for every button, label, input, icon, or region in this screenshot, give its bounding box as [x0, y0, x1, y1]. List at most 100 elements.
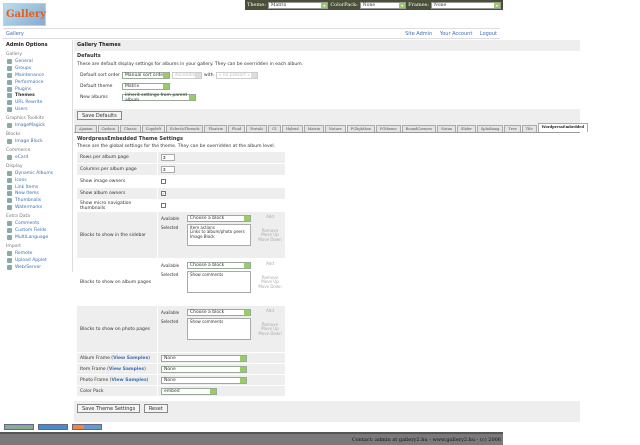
- image-owners-checkbox[interactable]: [161, 179, 166, 184]
- album-owners-checkbox[interactable]: ✓: [161, 191, 166, 196]
- cols-input[interactable]: [161, 166, 175, 173]
- view-samples-link[interactable]: View Samples: [113, 355, 149, 361]
- sidebar-item-maintenance[interactable]: Maintenance: [7, 72, 72, 79]
- tab-eclecticthreads[interactable]: EclecticThreads: [166, 125, 204, 132]
- sidebar-item-dynamic-albums[interactable]: Dynamic Albums: [7, 170, 72, 177]
- rows-input[interactable]: [161, 154, 175, 161]
- save-defaults-button[interactable]: Save Defaults: [77, 111, 122, 120]
- sidebar-item-image-block[interactable]: Image Block: [7, 138, 72, 145]
- presort-select[interactable]: « no presort »: [215, 72, 258, 79]
- save-theme-settings-button[interactable]: Save Theme Settings: [77, 404, 141, 413]
- sidebar-item-comments[interactable]: Comments: [7, 220, 72, 227]
- item-frame-select[interactable]: None: [161, 365, 247, 373]
- view-samples-link[interactable]: View Samples: [108, 366, 145, 372]
- photo-frame-value: None: [164, 377, 176, 383]
- theme-select[interactable]: Matrix ▾: [267, 1, 329, 9]
- your-account-link[interactable]: Your Account: [439, 30, 473, 37]
- tab-tree[interactable]: Tree: [504, 125, 521, 132]
- sidebar-item-performance[interactable]: Performance: [7, 79, 72, 86]
- sidebar-item-web-server[interactable]: Web/Server: [7, 264, 72, 271]
- list-item[interactable]: Item actions: [190, 225, 215, 230]
- tab-ajaxian[interactable]: Ajaxian: [75, 125, 97, 132]
- tab-roundcorners[interactable]: RoundCorners: [401, 125, 437, 132]
- sidebar-item-watermarks[interactable]: Watermarks: [7, 204, 72, 211]
- gallery-logo[interactable]: Gallery: [3, 3, 46, 26]
- sidebar-item-custom-fields[interactable]: Custom Fields: [7, 227, 72, 234]
- sidebar-item-multilanguage[interactable]: MultiLanguage: [7, 234, 72, 241]
- photo-blocks-add-button[interactable]: Add: [266, 308, 274, 313]
- album-blocks-remove-button[interactable]: Remove: [261, 275, 279, 280]
- tab-floatrix[interactable]: Floatrix: [204, 125, 227, 132]
- sidebar-blocks-move-down-button[interactable]: Move Down: [258, 236, 282, 242]
- tab-pgtheme[interactable]: PGtheme: [375, 125, 401, 132]
- photo-blocks-selected-list[interactable]: Show comments: [187, 318, 251, 340]
- sidebar-blocks-remove-button[interactable]: Remove: [261, 228, 279, 233]
- new-albums-select[interactable]: Inherit settings from parent album: [122, 93, 196, 103]
- album-blocks-move-down-button[interactable]: Move Down: [258, 283, 282, 289]
- default-theme-select[interactable]: Matrix: [122, 83, 170, 90]
- sidebar-item-users[interactable]: Users: [7, 106, 72, 113]
- tab-siriux[interactable]: Siriux: [437, 125, 456, 132]
- photo-blocks-remove-button[interactable]: Remove: [261, 322, 279, 327]
- version-badge[interactable]: [72, 424, 102, 430]
- tab-pglightbox[interactable]: PGlightbox: [346, 125, 375, 132]
- validation-badge[interactable]: [4, 424, 34, 430]
- sidebar-item-thumbnails[interactable]: Thumbnails: [7, 197, 72, 204]
- tab-portals[interactable]: Portals: [246, 125, 267, 132]
- album-blocks-add-button[interactable]: Add: [266, 261, 274, 266]
- plugins-icon: [7, 86, 12, 92]
- colorpack-select[interactable]: embed: [161, 387, 217, 395]
- sort-direction-select[interactable]: Ascending: [172, 72, 202, 79]
- tab-matrix[interactable]: Matrix: [303, 125, 324, 132]
- album-blocks-move-up-button[interactable]: Move Up: [261, 279, 279, 285]
- micro-nav-checkbox[interactable]: [161, 203, 166, 208]
- sidebar-blocks-add-button[interactable]: Add: [266, 214, 274, 219]
- logout-link[interactable]: Logout: [479, 30, 497, 37]
- colorpack-select[interactable]: None ▾: [359, 1, 407, 9]
- sidebar-item-groups[interactable]: Groups: [7, 65, 72, 72]
- tab-g1[interactable]: G1: [267, 125, 282, 132]
- album-blocks-selected-list[interactable]: Show comments: [187, 271, 251, 293]
- tab-wordpressembedded[interactable]: WordpressEmbedded: [537, 123, 589, 132]
- sidebar-item-upload-applet[interactable]: Upload Applet: [7, 257, 72, 264]
- list-item[interactable]: Show comments: [190, 319, 224, 324]
- sidebar-blocks-available-select[interactable]: Choose a block: [187, 215, 251, 222]
- sort-order-select[interactable]: Manual sort order: [122, 72, 170, 79]
- reset-button[interactable]: Reset: [143, 404, 168, 413]
- list-item[interactable]: Show comments: [190, 272, 224, 277]
- sidebar-item-link-items[interactable]: Link Items: [7, 184, 72, 191]
- sidebar-blocks-move-up-button[interactable]: Move Up: [261, 232, 279, 238]
- photo-blocks-move-down-button[interactable]: Move Down: [258, 330, 282, 336]
- photo-blocks-available-select[interactable]: Choose a block: [187, 309, 251, 316]
- breadcrumb[interactable]: Gallery: [6, 30, 24, 37]
- photo-blocks-move-up-button[interactable]: Move Up: [261, 326, 279, 332]
- tab-hybrid[interactable]: Hybrid: [282, 125, 303, 132]
- sidebar-item-imagemagick[interactable]: ImageMagick: [7, 122, 72, 129]
- list-item[interactable]: Image Block: [190, 233, 215, 239]
- sidebar-item-url-rewrite[interactable]: URL Rewrite: [7, 99, 72, 106]
- album-blocks-available-select[interactable]: Choose a block: [187, 262, 251, 269]
- sidebar-item-plugins[interactable]: Plugins: [7, 86, 72, 93]
- tab-carbon[interactable]: Carbon: [97, 125, 119, 132]
- album-frame-select[interactable]: None: [161, 354, 247, 362]
- tab-fluid[interactable]: Fluid: [227, 125, 246, 132]
- sidebar-item-icons[interactable]: Icons: [7, 177, 72, 184]
- sidebar-item-themes[interactable]: Themes: [7, 92, 72, 99]
- photo-frame-select[interactable]: None: [161, 376, 247, 384]
- gallery-badge[interactable]: [38, 424, 68, 430]
- frames-select[interactable]: None ▾: [430, 1, 501, 9]
- site-admin-link[interactable]: Site Admin: [405, 30, 433, 37]
- sidebar-item-remote[interactable]: Remote: [7, 250, 72, 257]
- tab-splatbang[interactable]: Splatbang: [476, 125, 504, 132]
- view-samples-link[interactable]: View Samples: [111, 377, 147, 383]
- sidebar-item-new-items[interactable]: New Items: [7, 190, 72, 197]
- tab-nature[interactable]: Nature: [324, 125, 346, 132]
- tab-tile[interactable]: Tile: [521, 125, 537, 132]
- sidebar-item-general[interactable]: General: [7, 58, 72, 65]
- tab-copyleft[interactable]: Copyleft: [141, 125, 166, 132]
- sidebar-blocks-selected-list[interactable]: Item actions Links to album/photo peers Im…: [187, 224, 251, 246]
- sidebar-item-ecard[interactable]: eCard: [7, 154, 72, 161]
- list-item[interactable]: Links to album/photo peers: [190, 229, 245, 235]
- tab-slider[interactable]: Slider: [456, 125, 476, 132]
- tab-classic[interactable]: Classic: [119, 125, 141, 132]
